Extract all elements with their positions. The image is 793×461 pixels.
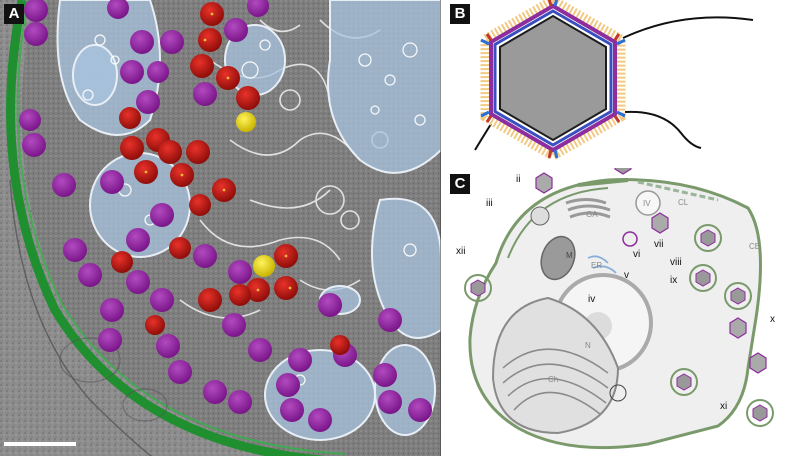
label-ch: Ch [548, 375, 558, 384]
stage-label-5: v [624, 270, 629, 281]
iv-organelle [635, 190, 661, 216]
label-ga: GA [586, 210, 598, 219]
label-iv-organelle: IV [643, 199, 651, 208]
vacuole-4 [371, 197, 441, 339]
cell-diagram: SM CL CE GA IV M ER N Ch i ii iii iv v v… [456, 144, 775, 450]
ribosome-cluster [530, 206, 550, 226]
panel-a-tomogram: A [0, 0, 442, 456]
panel-c-cell: SM CL CE GA IV M ER N Ch i ii iii iv v v… [448, 144, 793, 456]
purple-capsids [19, 0, 432, 432]
panel-c-label: C [450, 174, 470, 194]
sm-structure [577, 178, 629, 187]
fiber-top [622, 16, 754, 39]
panel-b-label: B [450, 4, 470, 24]
golgi [565, 198, 611, 219]
stage-label-4: iv [588, 294, 595, 305]
scale-bar [4, 442, 76, 446]
fiber-right [624, 110, 702, 149]
panel-a-label: A [4, 4, 24, 24]
stage-label-9: ix [670, 275, 677, 286]
stage-label-10: x [770, 314, 775, 325]
er [587, 255, 617, 274]
yellow-capsids [236, 112, 275, 277]
label-ce: CE [749, 242, 760, 251]
outer-membrane [489, 3, 617, 153]
stage-label-6: vi [633, 249, 640, 260]
label-cl: CL [678, 198, 689, 207]
label-n: N [585, 341, 591, 350]
fiber-left [474, 123, 492, 151]
label-m: M [566, 251, 573, 260]
chloroplast [491, 296, 620, 435]
virion-diagram [474, 0, 754, 162]
mitochondrion [540, 235, 576, 281]
stage-virions [464, 153, 774, 427]
tomogram-rendering [0, 0, 442, 456]
label-er: ER [591, 261, 602, 270]
panel-b-virion: B [448, 0, 793, 165]
capsid-core [499, 14, 607, 142]
stage-label-2: ii [516, 174, 520, 185]
stage-label-11: xi [720, 401, 727, 412]
cell-wall [6, 0, 326, 456]
inner-membrane [493, 9, 613, 147]
stage-label-8: viii [670, 257, 682, 268]
stage-label-12: xii [456, 246, 465, 257]
stage-label-7: vii [654, 239, 663, 250]
stage-label-3: iii [486, 198, 493, 209]
